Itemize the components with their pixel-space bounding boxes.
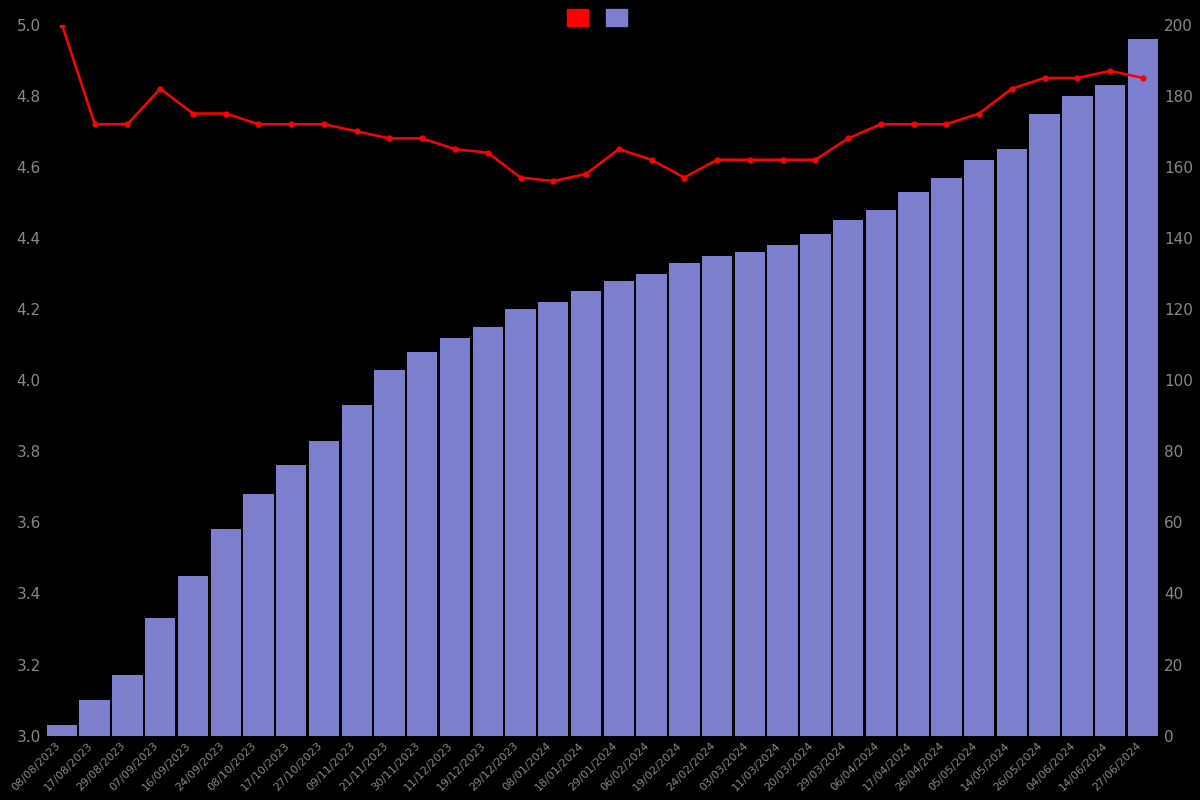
Bar <box>604 281 634 736</box>
Bar <box>571 291 601 736</box>
Bar <box>505 309 535 736</box>
Bar <box>865 210 896 736</box>
Bar <box>1030 114 1060 736</box>
Bar <box>439 338 470 736</box>
Bar <box>702 256 732 736</box>
Bar <box>734 252 766 736</box>
Bar <box>178 576 209 736</box>
Bar <box>342 405 372 736</box>
Bar <box>210 530 241 736</box>
Bar <box>964 160 995 736</box>
Bar <box>276 466 306 736</box>
Bar <box>308 441 340 736</box>
Bar <box>244 494 274 736</box>
Bar <box>1128 39 1158 736</box>
Bar <box>670 263 700 736</box>
Bar <box>113 675 143 736</box>
Bar <box>636 274 667 736</box>
Bar <box>899 192 929 736</box>
Bar <box>473 327 503 736</box>
Bar <box>996 149 1027 736</box>
Bar <box>79 700 110 736</box>
Legend: , : , <box>562 3 643 31</box>
Bar <box>1094 85 1126 736</box>
Bar <box>800 234 830 736</box>
Bar <box>145 618 175 736</box>
Bar <box>931 178 961 736</box>
Bar <box>538 302 569 736</box>
Bar <box>1062 96 1092 736</box>
Bar <box>374 370 404 736</box>
Bar <box>767 245 798 736</box>
Bar <box>47 725 77 736</box>
Bar <box>833 220 863 736</box>
Bar <box>407 352 438 736</box>
